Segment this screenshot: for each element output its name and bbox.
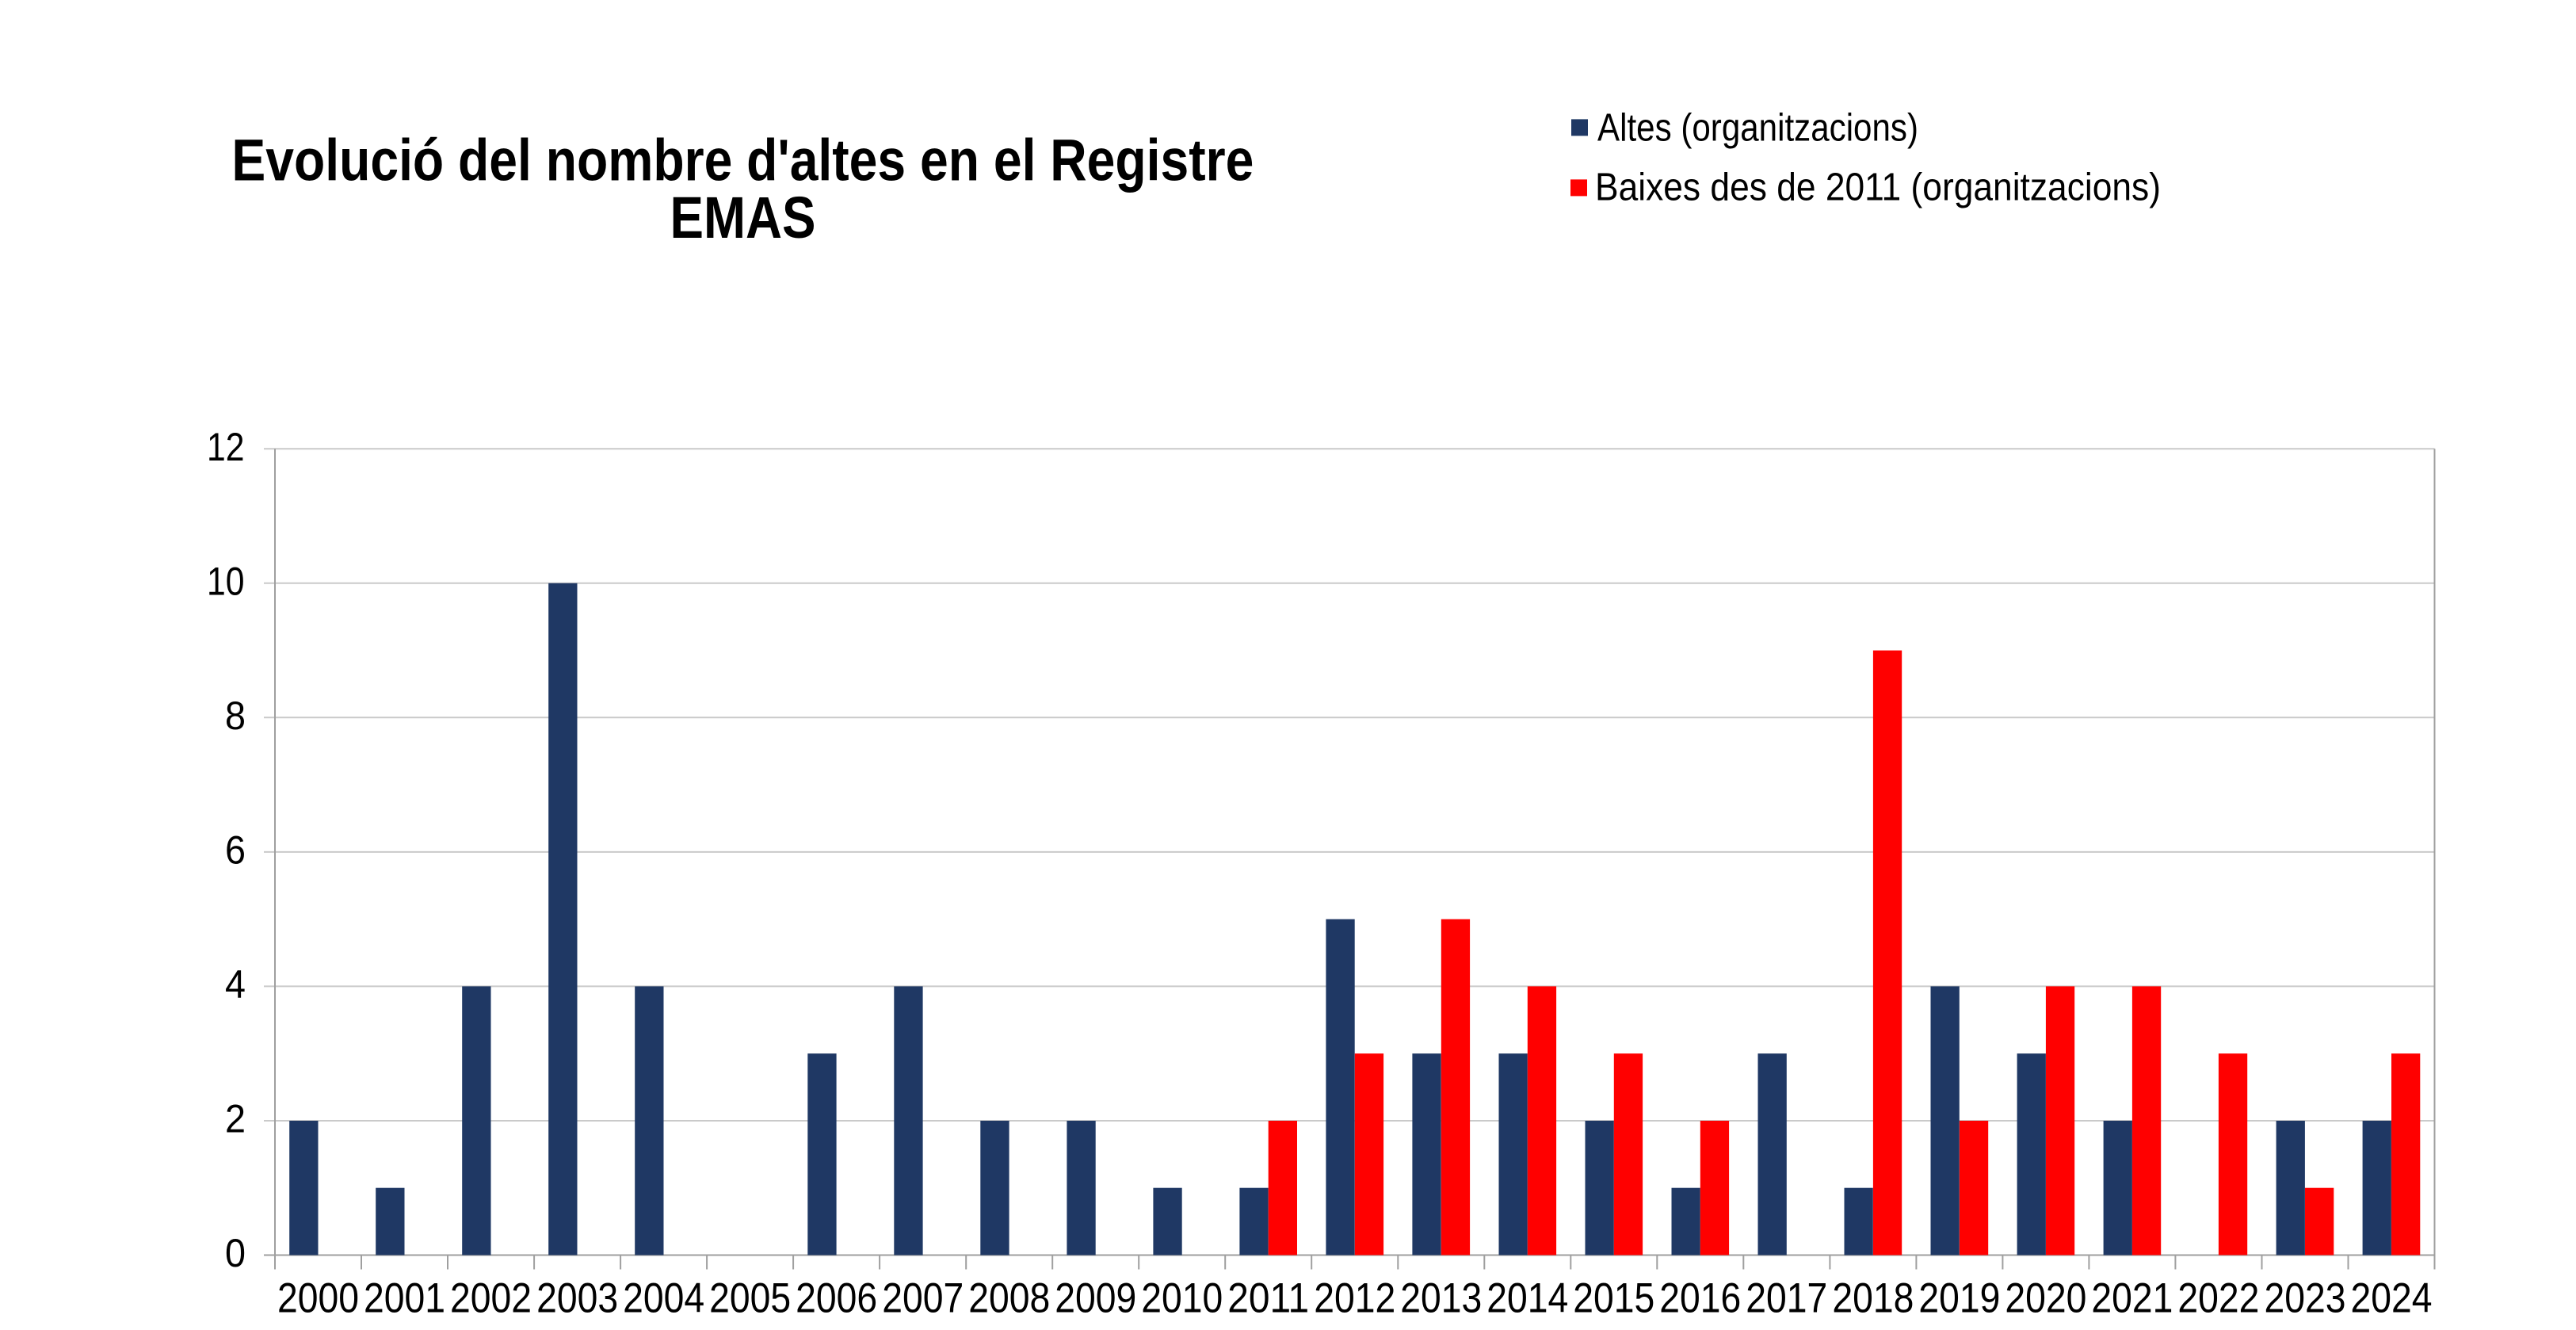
svg-text:2003: 2003: [536, 1275, 618, 1321]
svg-text:2006: 2006: [796, 1275, 877, 1321]
svg-text:2001: 2001: [364, 1275, 445, 1321]
svg-text:2010: 2010: [1141, 1275, 1223, 1321]
svg-text:0: 0: [225, 1231, 246, 1275]
svg-text:2023: 2023: [2265, 1275, 2346, 1321]
svg-text:EMAS: EMAS: [670, 185, 816, 250]
svg-text:2015: 2015: [1573, 1275, 1654, 1321]
svg-text:2004: 2004: [623, 1275, 704, 1321]
svg-text:2022: 2022: [2177, 1275, 2259, 1321]
svg-text:Baixes des de 2011 (organitzac: Baixes des de 2011 (organitzacions): [1595, 166, 2161, 209]
svg-text:2018: 2018: [1832, 1275, 1914, 1321]
svg-text:2019: 2019: [1918, 1275, 2000, 1321]
svg-text:2014: 2014: [1486, 1275, 1568, 1321]
svg-text:8: 8: [225, 694, 246, 738]
svg-text:4: 4: [225, 962, 246, 1007]
svg-text:2013: 2013: [1400, 1275, 1482, 1321]
svg-text:2012: 2012: [1314, 1275, 1395, 1321]
svg-text:2002: 2002: [450, 1275, 532, 1321]
svg-text:2020: 2020: [2005, 1275, 2086, 1321]
svg-text:2: 2: [225, 1097, 246, 1141]
svg-text:2017: 2017: [1746, 1275, 1827, 1321]
svg-text:10: 10: [207, 559, 245, 603]
svg-text:12: 12: [207, 425, 245, 469]
svg-text:6: 6: [225, 827, 246, 872]
svg-text:2005: 2005: [709, 1275, 791, 1321]
svg-text:2000: 2000: [277, 1275, 359, 1321]
svg-text:Altes (organitzacions): Altes (organitzacions): [1597, 106, 1918, 149]
svg-text:2007: 2007: [882, 1275, 964, 1321]
svg-text:2011: 2011: [1227, 1275, 1309, 1321]
svg-text:2016: 2016: [1659, 1275, 1741, 1321]
svg-text:2021: 2021: [2091, 1275, 2173, 1321]
svg-text:2008: 2008: [968, 1275, 1050, 1321]
svg-text:2009: 2009: [1055, 1275, 1136, 1321]
svg-text:2024: 2024: [2351, 1275, 2433, 1321]
svg-text:Evolució del nombre d'altes en: Evolució del nombre d'altes en el Regist…: [231, 128, 1254, 193]
